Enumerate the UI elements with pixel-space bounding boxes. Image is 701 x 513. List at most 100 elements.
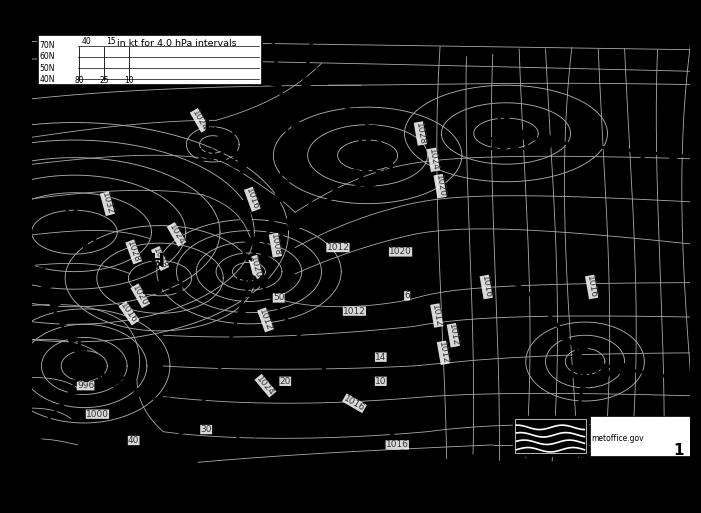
Text: 25: 25 — [100, 75, 109, 85]
Polygon shape — [269, 81, 280, 88]
Text: 70N: 70N — [39, 42, 55, 50]
Text: H: H — [149, 252, 164, 270]
Polygon shape — [120, 431, 130, 439]
Polygon shape — [571, 351, 582, 358]
Text: 1016: 1016 — [244, 187, 261, 212]
Polygon shape — [278, 176, 291, 185]
Text: 1000: 1000 — [86, 410, 109, 419]
Polygon shape — [286, 217, 305, 228]
Text: 1019: 1019 — [193, 147, 239, 165]
Polygon shape — [292, 96, 305, 109]
Text: 1031: 1031 — [486, 135, 532, 154]
Text: 1016: 1016 — [342, 393, 367, 413]
Text: L: L — [75, 340, 87, 358]
Polygon shape — [581, 386, 592, 393]
Polygon shape — [700, 151, 701, 165]
Text: 30: 30 — [200, 425, 212, 434]
Polygon shape — [265, 106, 280, 119]
Polygon shape — [545, 317, 556, 323]
Polygon shape — [397, 440, 409, 447]
Polygon shape — [313, 25, 325, 33]
Text: 1012: 1012 — [327, 243, 349, 252]
Polygon shape — [332, 187, 349, 199]
Polygon shape — [217, 132, 233, 144]
Polygon shape — [43, 419, 55, 426]
Text: 1031: 1031 — [140, 281, 186, 299]
Text: 1024: 1024 — [190, 108, 209, 132]
Polygon shape — [266, 233, 278, 242]
Text: 50N: 50N — [39, 64, 55, 72]
Polygon shape — [588, 358, 600, 370]
Text: 15: 15 — [106, 37, 116, 47]
Text: 1020: 1020 — [434, 174, 447, 198]
Text: 1012: 1012 — [430, 304, 443, 328]
Text: 10: 10 — [124, 75, 134, 85]
Text: 1016: 1016 — [386, 440, 409, 449]
Text: 1024: 1024 — [167, 222, 186, 246]
Text: 1012: 1012 — [447, 323, 460, 347]
Text: 1020: 1020 — [389, 247, 412, 256]
Polygon shape — [165, 449, 175, 458]
Text: 14: 14 — [375, 352, 386, 362]
Polygon shape — [278, 137, 289, 145]
Polygon shape — [245, 252, 255, 260]
Polygon shape — [259, 252, 272, 260]
Polygon shape — [322, 96, 335, 109]
Bar — [590, 417, 695, 456]
Polygon shape — [531, 301, 542, 307]
Polygon shape — [252, 253, 271, 264]
Polygon shape — [244, 290, 257, 298]
Polygon shape — [68, 387, 81, 394]
Polygon shape — [515, 286, 526, 293]
Polygon shape — [142, 455, 154, 463]
Text: 1028: 1028 — [125, 240, 142, 264]
Polygon shape — [310, 44, 322, 52]
Text: 991: 991 — [70, 368, 105, 386]
Text: 20: 20 — [280, 377, 291, 386]
Polygon shape — [616, 363, 627, 375]
Polygon shape — [133, 387, 149, 399]
Polygon shape — [109, 376, 125, 388]
Polygon shape — [77, 354, 90, 362]
Polygon shape — [672, 372, 682, 384]
Text: 999: 999 — [235, 274, 270, 292]
Polygon shape — [308, 201, 325, 213]
Polygon shape — [231, 329, 243, 337]
Polygon shape — [225, 348, 237, 357]
Text: 1016: 1016 — [118, 301, 139, 325]
Polygon shape — [571, 463, 582, 470]
Text: 60N: 60N — [39, 52, 55, 62]
Polygon shape — [272, 100, 283, 107]
Polygon shape — [41, 284, 54, 292]
Text: 40: 40 — [81, 37, 91, 47]
Polygon shape — [583, 367, 594, 374]
Polygon shape — [188, 459, 198, 466]
Polygon shape — [294, 329, 306, 337]
Text: 1016: 1016 — [479, 275, 493, 299]
Polygon shape — [307, 346, 319, 353]
Bar — [38, 35, 262, 85]
Polygon shape — [268, 235, 287, 246]
Polygon shape — [184, 424, 196, 431]
Polygon shape — [275, 118, 286, 126]
Polygon shape — [282, 313, 294, 320]
Polygon shape — [346, 395, 358, 402]
Text: 1041: 1041 — [55, 234, 101, 252]
Polygon shape — [68, 337, 81, 344]
Polygon shape — [293, 120, 305, 128]
Polygon shape — [346, 108, 364, 119]
Polygon shape — [637, 146, 648, 159]
Text: 1029: 1029 — [348, 157, 394, 175]
Polygon shape — [233, 426, 247, 439]
Polygon shape — [34, 266, 46, 274]
Polygon shape — [251, 270, 263, 278]
Text: 40N: 40N — [39, 75, 55, 84]
Text: 80: 80 — [74, 75, 84, 85]
Polygon shape — [21, 450, 34, 458]
Text: 1012: 1012 — [343, 307, 366, 315]
Polygon shape — [207, 417, 222, 429]
Polygon shape — [196, 406, 209, 413]
Polygon shape — [512, 130, 525, 143]
Text: 1008: 1008 — [269, 233, 282, 258]
Polygon shape — [382, 423, 394, 431]
